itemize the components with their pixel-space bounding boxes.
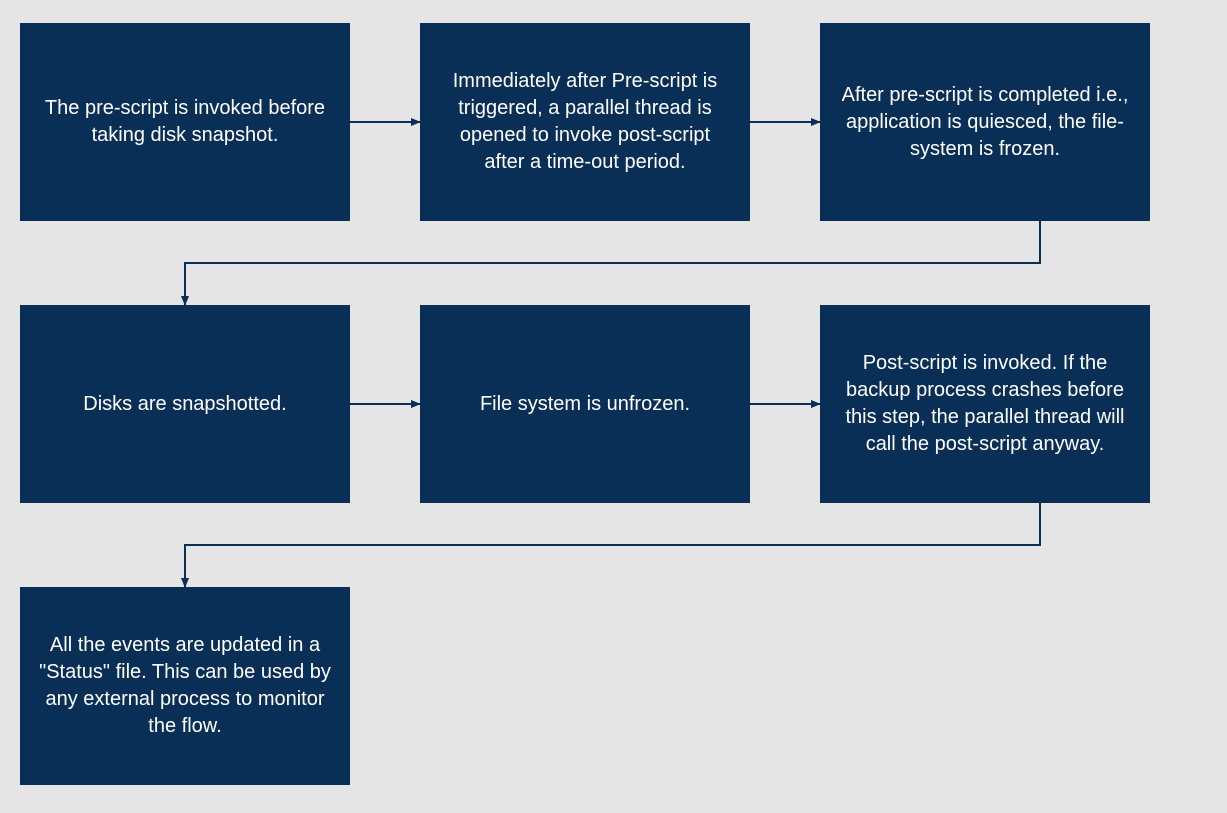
flow-edge-n3-n4 (185, 221, 1040, 305)
flow-node-n4: Disks are snapshotted. (20, 305, 350, 503)
flow-node-label: The pre-script is invoked before taking … (39, 95, 331, 149)
flow-node-label: Post-script is invoked. If the backup pr… (839, 350, 1131, 458)
flow-node-n2: Immediately after Pre-script is triggere… (420, 23, 750, 221)
flow-node-n7: All the events are updated in a "Status"… (20, 587, 350, 785)
flow-node-n5: File system is unfrozen. (420, 305, 750, 503)
flow-node-n1: The pre-script is invoked before taking … (20, 23, 350, 221)
flow-node-label: File system is unfrozen. (480, 391, 690, 418)
flow-edge-n6-n7 (185, 503, 1040, 587)
flow-node-n6: Post-script is invoked. If the backup pr… (820, 305, 1150, 503)
flow-node-label: All the events are updated in a "Status"… (39, 632, 331, 740)
flow-node-label: Immediately after Pre-script is triggere… (439, 68, 731, 176)
flow-node-label: After pre-script is completed i.e., appl… (839, 82, 1131, 163)
flow-node-n3: After pre-script is completed i.e., appl… (820, 23, 1150, 221)
flow-node-label: Disks are snapshotted. (83, 391, 286, 418)
